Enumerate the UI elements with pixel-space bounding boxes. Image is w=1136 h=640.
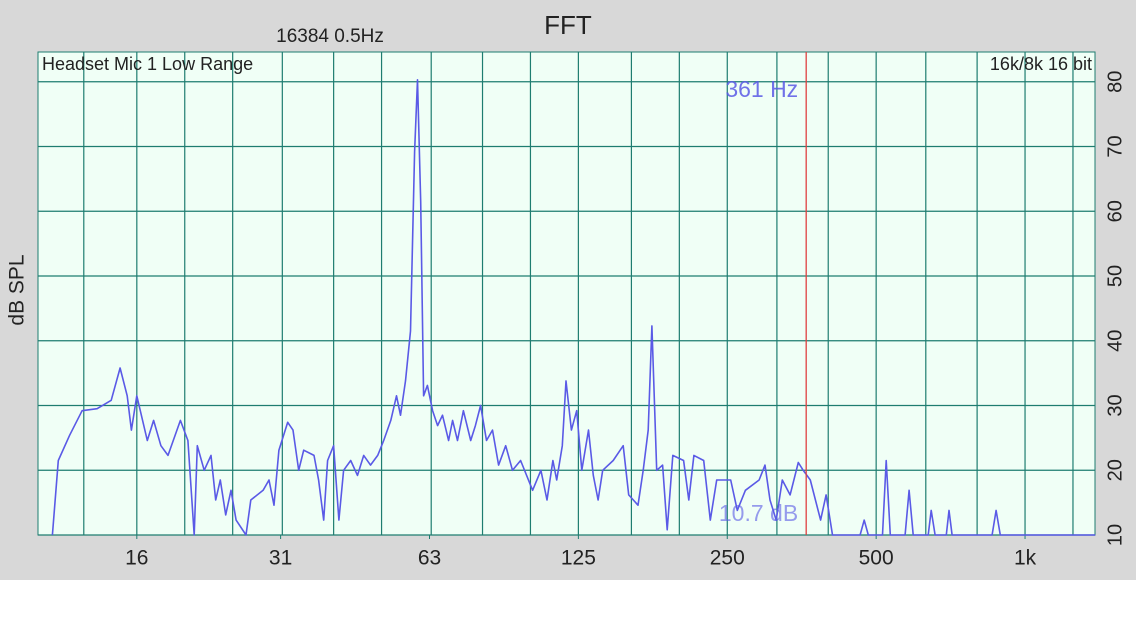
x-tick-label: 1k [1014, 547, 1037, 570]
y-tick-label: 50 [1104, 265, 1126, 287]
input-label: Headset Mic 1 Low Range [42, 54, 253, 74]
format-label: 16k/8k 16 bit [990, 54, 1092, 74]
plot-area [37, 51, 1096, 536]
x-tick-label: 250 [710, 547, 745, 570]
cursor-frequency-label: 361 Hz [725, 76, 798, 102]
chart-title: FFT [544, 10, 592, 40]
fft-settings: 16384 0.5Hz [276, 26, 384, 47]
grid [38, 52, 1095, 539]
x-tick-label: 125 [561, 547, 596, 570]
y-tick-label: 20 [1104, 459, 1126, 481]
y-tick-label: 60 [1104, 200, 1126, 222]
x-tick-label: 31 [269, 547, 292, 570]
y-tick-label: 30 [1104, 394, 1126, 416]
y-tick-label: 80 [1104, 71, 1126, 93]
x-tick-label: 63 [418, 547, 441, 570]
x-tick-label: 16 [125, 547, 148, 570]
spectrum-line [51, 79, 1096, 536]
y-axis-label: dB SPL [6, 254, 29, 325]
y-tick-label: 70 [1104, 135, 1126, 157]
y-tick-label: 10 [1104, 524, 1126, 546]
marks [51, 52, 1096, 536]
y-tick-label: 40 [1104, 330, 1126, 352]
x-tick-label: 500 [859, 547, 894, 570]
cursor-level-label: 10.7 dB [719, 500, 798, 526]
